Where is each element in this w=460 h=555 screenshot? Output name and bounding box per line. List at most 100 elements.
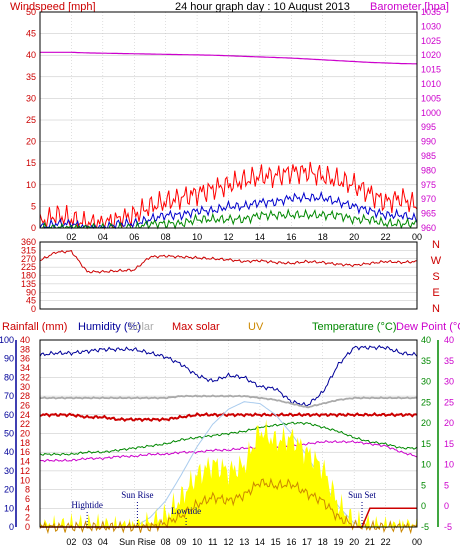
wind-tick-label: 45	[26, 29, 36, 39]
wind-x-tick-label: 12	[223, 232, 233, 242]
chart-title: 24 hour graph day : 10 August 2013	[175, 1, 350, 13]
legend-uv: UV	[248, 321, 264, 333]
dew-point-tick-label: 0	[444, 501, 449, 511]
climate-x-tick-label: 00	[412, 537, 422, 547]
temperature-tick-label: -5	[421, 522, 429, 532]
humidity-tick-label: 20	[4, 485, 14, 495]
hightide-label: Hightide	[71, 500, 103, 510]
wind-x-tick-label: 14	[255, 232, 265, 242]
compass-label: W	[431, 255, 442, 267]
rain-tick-label: 8	[25, 485, 30, 495]
series-gust	[39, 161, 418, 230]
barometer-tick-label: 995	[421, 122, 436, 132]
legend-temperature: Temperature (°C)	[312, 321, 396, 333]
climate-x-tick-label: 16	[286, 537, 296, 547]
series-humidity	[39, 344, 418, 407]
legend-max-solar: Max solar	[172, 321, 220, 333]
wind-x-tick-label: 10	[192, 232, 202, 242]
temperature-tick-label: 15	[421, 439, 431, 449]
dew-point-tick-label: 35	[444, 356, 454, 366]
rain-tick-label: 32	[20, 372, 30, 382]
humidity-tick-label: 0	[9, 522, 14, 532]
wind-series	[39, 51, 418, 230]
wind-tick-label: 50	[26, 7, 36, 17]
rain-tick-label: 20	[20, 429, 30, 439]
barometer-axis-label: Barometer [hpa]	[370, 1, 449, 13]
sunrise-label: Sun Rise	[121, 490, 153, 500]
direction-plot-frame	[39, 241, 418, 310]
legend-rainfall: Rainfall (mm)	[2, 321, 67, 333]
rain-tick-label: 36	[20, 354, 30, 364]
barometer-tick-label: 1035	[421, 7, 441, 17]
temperature-tick-label: 0	[421, 501, 426, 511]
wind-x-tick-label: 04	[98, 232, 108, 242]
direction-tick-label: 0	[31, 304, 36, 314]
compass-label: N	[432, 303, 440, 315]
series-rainfall-mm	[39, 412, 418, 423]
climate-x-tick-label: 10	[192, 537, 202, 547]
series-wind-direction	[39, 250, 418, 274]
dew-point-tick-label: -5	[444, 522, 452, 532]
wind-tick-label: 5	[31, 201, 36, 211]
series-dew-point-c	[39, 439, 418, 463]
rain-tick-label: 16	[20, 447, 30, 457]
barometer-tick-label: 960	[421, 223, 436, 233]
barometer-tick-label: 1000	[421, 108, 441, 118]
series-average	[40, 208, 418, 230]
sunset-label: Sun Set	[348, 490, 376, 500]
direction-tick-label: 360	[21, 237, 36, 247]
dew-point-tick-label: 25	[444, 397, 454, 407]
dew-point-tick-label: 10	[444, 460, 454, 470]
compass-label: E	[432, 287, 439, 299]
wind-x-tick-label: 02	[66, 232, 76, 242]
legend-solar: Solar	[128, 321, 154, 333]
humidity-tick-label: 40	[4, 447, 14, 457]
barometer-tick-label: 1010	[421, 79, 441, 89]
humidity-tick-label: 60	[4, 410, 14, 420]
humidity-tick-label: 70	[4, 391, 14, 401]
series-solar-radiation	[40, 419, 417, 527]
rain-tick-label: 10	[20, 475, 30, 485]
rain-tick-label: 12	[20, 466, 30, 476]
barometer-tick-label: 980	[421, 165, 436, 175]
rain-tick-label: 22	[20, 419, 30, 429]
climate-annotations: Hightide Sun Rise Lowtide Sun Set	[71, 490, 376, 527]
barometer-tick-label: 1005	[421, 93, 441, 103]
rain-tick-label: 24	[20, 410, 30, 420]
temperature-tick-label: 25	[421, 397, 431, 407]
climate-x-tick-label: 20	[349, 537, 359, 547]
climate-x-tick-label: 19	[333, 537, 343, 547]
wind-plot-frame	[39, 11, 418, 229]
climate-x-tick-label: 14	[255, 537, 265, 547]
barometer-tick-label: 985	[421, 151, 436, 161]
series-barometer	[40, 51, 417, 65]
dew-point-tick-label: 40	[444, 335, 454, 345]
dew-point-tick-label: 15	[444, 439, 454, 449]
direction-tick-label: 270	[21, 254, 36, 264]
barometer-tick-label: 1015	[421, 65, 441, 75]
climate-plot-frame	[39, 339, 418, 528]
rain-tick-label: 38	[20, 344, 30, 354]
barometer-tick-label: 975	[421, 180, 436, 190]
direction-grid	[40, 241, 417, 310]
wind-x-tick-label: 00	[412, 232, 422, 242]
wind-x-tick-label: 22	[381, 232, 391, 242]
wind-tick-label: 35	[26, 72, 36, 82]
direction-tick-label: 180	[21, 271, 36, 281]
dew-point-tick-label: 5	[444, 480, 449, 490]
humidity-tick-label: 80	[4, 372, 14, 382]
lowtide-label: Lowtide	[171, 506, 201, 516]
wind-x-tick-label: 18	[318, 232, 328, 242]
rain-tick-label: 4	[25, 503, 30, 513]
rain-tick-label: 30	[20, 382, 30, 392]
dew-point-tick-label: 20	[444, 418, 454, 428]
rain-tick-label: 26	[20, 400, 30, 410]
wind-tick-label: 30	[26, 93, 36, 103]
wind-x-tick-label: 20	[349, 232, 359, 242]
climate-x-tick-label: 13	[239, 537, 249, 547]
humidity-tick-label: 90	[4, 354, 14, 364]
humidity-tick-label: 10	[4, 503, 14, 513]
climate-x-tick-label: 22	[381, 537, 391, 547]
